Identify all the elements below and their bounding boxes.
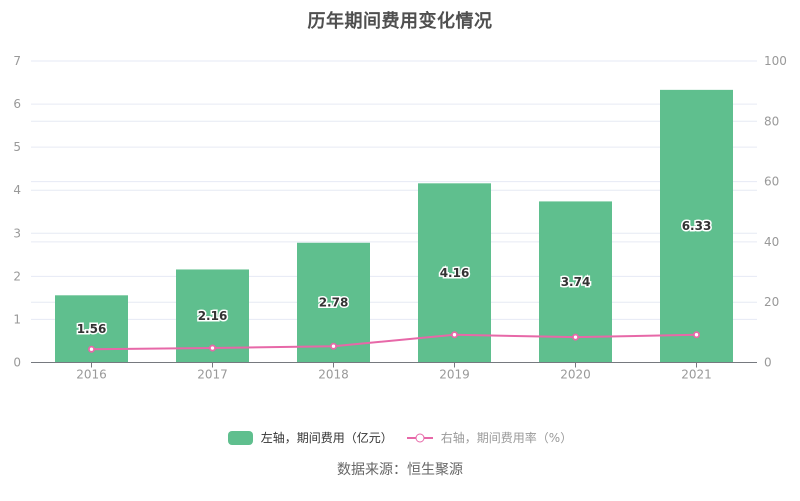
rate-marker-2021[interactable]	[693, 331, 701, 339]
x-axis-label: 2019	[439, 368, 470, 382]
left-axis-tick-label: 7	[13, 54, 21, 68]
x-axis-label: 2018	[318, 368, 349, 382]
legend-label-bar: 左轴，期间费用（亿元）	[260, 431, 393, 445]
bar-value-label: 2.16	[198, 309, 228, 323]
legend-label-line: 右轴，期间费用率（%）	[440, 431, 573, 445]
rate-line	[91, 333, 697, 351]
x-axis-label: 2017	[197, 368, 228, 382]
left-axis-tick-label: 4	[13, 183, 21, 197]
left-axis-tick-label: 0	[13, 356, 21, 370]
bar-value-label: 6.33	[682, 219, 712, 233]
line-series	[88, 331, 701, 353]
rate-marker-2018[interactable]	[329, 342, 337, 350]
left-axis-tick-label: 1	[13, 312, 21, 326]
line-marker-icon	[415, 433, 425, 442]
left-axis-tick-label: 2	[13, 269, 21, 283]
right-axis-tick-label: 80	[764, 114, 779, 128]
plot-area: 1.56 2.16 2.78 4.16 3.74 6.33 2016 2017 2018 2019…	[13, 54, 787, 382]
right-axis-tick-label: 0	[764, 356, 772, 370]
bar-value-label: 3.74	[561, 275, 591, 289]
bar-series-swatch-icon	[227, 430, 253, 445]
line-series-swatch-icon	[406, 433, 433, 442]
rate-marker-2017[interactable]	[208, 344, 216, 352]
bar-value-label: 1.56	[77, 322, 107, 336]
legend-item-bar-series[interactable]: 左轴，期间费用（亿元）	[227, 429, 393, 446]
data-source: 数据来源：恒生聚源	[337, 462, 463, 478]
rate-marker-2016[interactable]	[88, 345, 96, 353]
x-axis-label: 2016	[76, 368, 107, 382]
bar-value-label: 4.16	[440, 266, 470, 280]
bar-series: 1.56 2.16 2.78 4.16 3.74 6.33	[55, 89, 733, 363]
x-axis-label: 2020	[560, 368, 591, 382]
chart-title: 历年期间费用变化情况	[307, 11, 493, 32]
bar-value-label: 2.78	[319, 296, 349, 310]
left-axis-tick-label: 6	[13, 97, 21, 111]
legend: 左轴，期间费用（亿元） 右轴，期间费用率（%）	[0, 429, 800, 446]
right-axis-tick-label: 20	[764, 295, 779, 309]
left-axis-tick-label: 5	[13, 140, 21, 154]
legend-item-line-series[interactable]: 右轴，期间费用率（%）	[406, 429, 573, 446]
rate-marker-2019[interactable]	[450, 331, 458, 339]
rate-marker-2020[interactable]	[572, 333, 580, 341]
x-axis-label: 2021	[681, 368, 712, 382]
right-axis-tick-label: 60	[764, 175, 779, 189]
axes: 2016 2017 2018 2019 2020 2021 0 1 2 3 4 5 6 7 0 20 40 60 8…	[13, 54, 787, 382]
bar-2021[interactable]	[660, 89, 733, 363]
gridlines	[31, 60, 757, 320]
right-axis-tick-label: 40	[764, 235, 779, 249]
bar-2018[interactable]	[297, 242, 370, 363]
right-axis-tick-label: 100	[764, 54, 787, 68]
left-axis-tick-label: 3	[13, 226, 21, 240]
